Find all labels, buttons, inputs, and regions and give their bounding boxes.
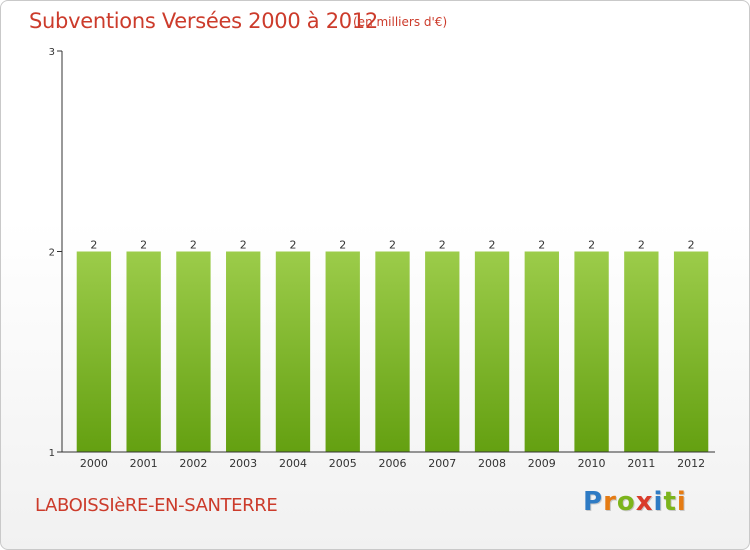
value-label-2006: 2 <box>389 239 396 252</box>
x-tick-label-2006: 2006 <box>379 457 407 470</box>
y-tick-label-1: 1 <box>49 448 55 459</box>
value-label-2000: 2 <box>90 239 97 252</box>
value-label-2011: 2 <box>638 239 645 252</box>
logo-letter: i <box>676 487 687 517</box>
chart-title: Subventions Versées 2000 à 2012 <box>29 9 378 33</box>
bar-2000 <box>76 251 112 452</box>
bar-2012 <box>673 251 709 452</box>
chart-unit-label: (en milliers d'€) <box>353 15 448 29</box>
x-tick-label-2005: 2005 <box>329 457 357 470</box>
y-tick-label-2: 2 <box>49 248 55 259</box>
bar-2010 <box>574 251 609 452</box>
x-tick-label-2009: 2009 <box>528 457 556 470</box>
value-label-2001: 2 <box>140 239 147 252</box>
x-tick-label-2000: 2000 <box>80 457 108 470</box>
bar-2006 <box>375 251 410 452</box>
bar-2007 <box>425 251 460 452</box>
bar-2001 <box>126 251 161 452</box>
x-tick-label-2012: 2012 <box>677 457 705 470</box>
bar-2011 <box>624 251 659 452</box>
logo-letter: o <box>616 487 636 517</box>
logo-letter: x <box>635 487 654 517</box>
logo-letter: i <box>653 487 664 517</box>
x-tick-label-2002: 2002 <box>179 457 207 470</box>
y-tick-label-3: 3 <box>49 47 55 58</box>
bar-2004 <box>275 251 311 452</box>
logo-letter: r <box>603 487 617 517</box>
logo-letter: P <box>583 487 604 517</box>
value-label-2003: 2 <box>240 239 247 252</box>
value-label-2002: 2 <box>190 239 197 252</box>
value-label-2008: 2 <box>489 239 496 252</box>
bar-2005 <box>325 251 360 452</box>
x-tick-label-2011: 2011 <box>627 457 655 470</box>
bar-2009 <box>524 251 559 452</box>
value-label-2010: 2 <box>588 239 595 252</box>
value-label-2004: 2 <box>289 239 296 252</box>
commune-name: LABOISSIèRE-EN-SANTERRE <box>35 495 278 516</box>
value-label-2009: 2 <box>538 239 545 252</box>
x-tick-label-2008: 2008 <box>478 457 506 470</box>
logo-letter: t <box>663 487 677 517</box>
x-tick-label-2007: 2007 <box>428 457 456 470</box>
value-label-2007: 2 <box>439 239 446 252</box>
x-tick-label-2010: 2010 <box>578 457 606 470</box>
x-tick-label-2004: 2004 <box>279 457 307 470</box>
bar-2003 <box>226 251 261 452</box>
x-tick-label-2003: 2003 <box>229 457 257 470</box>
bar-2008 <box>474 251 510 452</box>
proxiti-logo[interactable]: Proxiti <box>583 487 687 517</box>
value-label-2005: 2 <box>339 239 346 252</box>
bar-2002 <box>176 251 211 452</box>
value-label-2012: 2 <box>688 239 695 252</box>
x-tick-label-2001: 2001 <box>130 457 158 470</box>
